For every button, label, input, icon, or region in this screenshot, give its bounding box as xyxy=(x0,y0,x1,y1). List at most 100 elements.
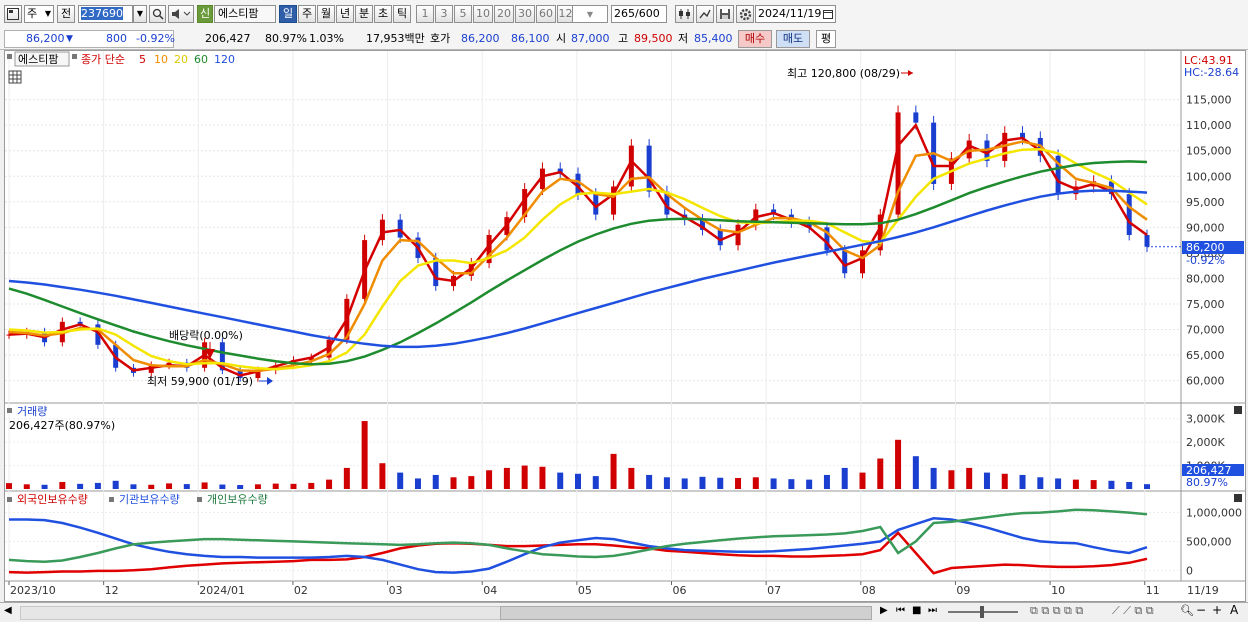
period-button-60[interactable]: 60 xyxy=(536,5,556,23)
candle-body xyxy=(1020,132,1026,138)
draw-icons[interactable]: ⟋ ⟋ ⧉ ⧉ xyxy=(1112,604,1154,617)
volume-tag-text: 206,427 xyxy=(1186,464,1232,477)
current-price-tag xyxy=(1182,241,1244,254)
period-type-select[interactable]: 주 ▼ xyxy=(24,5,54,23)
crosshair-icon[interactable] xyxy=(675,5,694,23)
candle-body xyxy=(1126,194,1132,235)
save-icon[interactable] xyxy=(716,5,734,23)
zoom-slider-handle[interactable] xyxy=(980,606,984,618)
scroll-right-icon[interactable]: ▶ xyxy=(880,605,888,616)
candle-body xyxy=(1073,186,1079,195)
legend-marker xyxy=(72,54,77,59)
period-button-10[interactable]: 10 xyxy=(473,5,493,23)
sell-button[interactable]: 매도 xyxy=(776,30,810,48)
drawing-tool-icon[interactable] xyxy=(696,5,714,23)
volume-tick-label: 3,000K xyxy=(1186,413,1225,426)
volume-ratio: 80.97% xyxy=(265,32,307,45)
volume-bar xyxy=(219,484,226,489)
candle-body xyxy=(806,222,812,228)
current-price-tag-text: 86,200 xyxy=(1186,241,1225,254)
volume-bar xyxy=(254,484,261,489)
code-dropdown-button[interactable]: ▼ xyxy=(133,5,147,23)
legend-marker xyxy=(7,408,12,413)
date-field[interactable]: 2024/11/19 xyxy=(755,5,836,23)
period-button-20[interactable]: 20 xyxy=(494,5,514,23)
change-percent: -0.92% xyxy=(136,32,175,45)
zoom-in-icon[interactable]: + xyxy=(1212,603,1223,617)
tab-1[interactable]: 주 xyxy=(298,5,316,23)
sound-icon[interactable] xyxy=(168,5,194,23)
zoom-out-icon[interactable]: − xyxy=(1196,603,1207,617)
volume-bar xyxy=(272,483,279,489)
table-icon[interactable] xyxy=(8,70,22,84)
stop-icon[interactable]: ■ xyxy=(912,605,922,616)
scroll-left-icon[interactable]: ◀ xyxy=(4,605,12,616)
tab-5[interactable]: 초 xyxy=(374,5,392,23)
down-arrow-icon: ▼ xyxy=(66,34,73,44)
holding-lines xyxy=(8,508,1148,575)
volume-bar xyxy=(432,474,439,489)
bid-price: 86,100 xyxy=(511,32,550,45)
ma-line-5 xyxy=(8,122,1148,377)
period-button-1[interactable]: 1 xyxy=(416,5,434,23)
legend-marker xyxy=(109,497,114,502)
prev-button[interactable]: 전 xyxy=(57,5,75,23)
bar-count-value: 265 xyxy=(614,7,635,20)
candle-body xyxy=(6,334,12,336)
volume-bar xyxy=(628,467,635,489)
scroll-thumb[interactable] xyxy=(500,606,872,620)
buy-button[interactable]: 매수 xyxy=(738,30,772,48)
fast-forward-icon[interactable]: ⏭ xyxy=(928,605,937,616)
volume-bar xyxy=(237,485,244,489)
volume-bar xyxy=(6,483,12,489)
period-button-5[interactable]: 5 xyxy=(454,5,472,23)
legend-stock-name: 에스티팜 xyxy=(18,53,58,66)
zoom-icon[interactable]: 🔍︎ xyxy=(1180,604,1194,617)
eval-button[interactable]: 평 xyxy=(816,30,836,48)
font-size-icon[interactable]: A xyxy=(1230,603,1239,617)
x-tick-label: 03 xyxy=(389,584,403,597)
volume-bar xyxy=(948,470,955,489)
volume-tag-pct: 80.97% xyxy=(1186,476,1228,489)
volume-bar xyxy=(59,481,66,489)
quote-bar: 86,200 ▼ 800 -0.92% 206,427 80.97% 1.03%… xyxy=(0,29,1248,50)
search-icon[interactable] xyxy=(149,5,166,23)
volume-bars xyxy=(6,421,1150,489)
stock-code-input[interactable]: 237690 xyxy=(78,5,133,23)
x-tick-label: 2023/10 xyxy=(10,584,56,597)
chart-area[interactable]: 115,000 110,000 105,000 100,000 95,000 90,000… xyxy=(4,50,1246,602)
x-tick-label: 04 xyxy=(483,584,497,597)
candle-body xyxy=(735,224,741,246)
volume-bar xyxy=(414,478,421,489)
low-label: 저 xyxy=(678,32,689,45)
rewind-icon[interactable]: ⏮ xyxy=(896,605,905,616)
period-button-3[interactable]: 3 xyxy=(435,5,453,23)
panel-close-icon[interactable] xyxy=(1234,406,1242,414)
candle-body xyxy=(628,145,634,187)
tab-3[interactable]: 년 xyxy=(336,5,354,23)
volume-bar xyxy=(752,477,759,489)
settings-icon[interactable] xyxy=(736,5,754,23)
volume-bar xyxy=(77,483,84,489)
current-pct-tag-text: -0.92% xyxy=(1186,254,1225,267)
layout-icons[interactable]: ⧉ ⧉ ⧉ ⧉ ⧉ xyxy=(1030,604,1084,617)
max-arrow-head xyxy=(908,70,913,76)
tab-2[interactable]: 월 xyxy=(317,5,335,23)
chart-type-icon[interactable] xyxy=(4,5,22,23)
x-tick-label: 12 xyxy=(105,584,119,597)
volume-bar xyxy=(468,476,475,489)
panel-close-icon[interactable] xyxy=(1234,494,1242,502)
bar-count-field[interactable]: 265/600 xyxy=(611,5,667,23)
period-button-30[interactable]: 30 xyxy=(515,5,535,23)
period-dropdown[interactable]: ▼ xyxy=(572,5,608,23)
tab-0[interactable]: 일 xyxy=(279,5,297,23)
grid-lines xyxy=(5,51,1181,581)
volume-bar xyxy=(806,479,813,489)
candle-body xyxy=(699,219,705,230)
tab-6[interactable]: 틱 xyxy=(393,5,411,23)
candle-body xyxy=(664,191,670,215)
volume-bar xyxy=(308,482,315,489)
candle-body xyxy=(1055,155,1061,195)
high-price: 89,500 xyxy=(634,32,673,45)
tab-4[interactable]: 분 xyxy=(355,5,373,23)
